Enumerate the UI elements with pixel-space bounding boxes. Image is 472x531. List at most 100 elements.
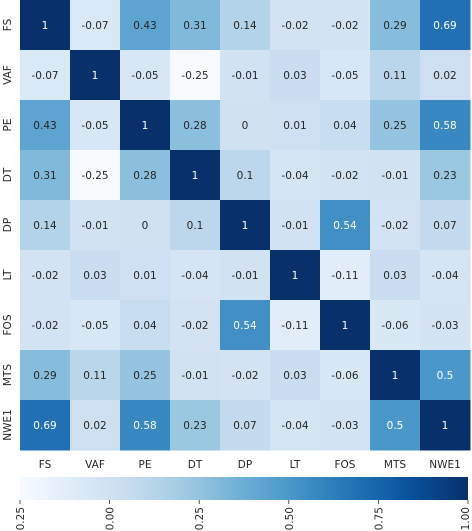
x-tick-label: NWE1	[429, 459, 461, 471]
cell-value-label: -0.02	[31, 270, 58, 282]
cell-value-label: 1	[142, 120, 149, 132]
heatmap-cell	[420, 200, 471, 251]
heatmap-cell	[270, 200, 321, 251]
heatmap-cell	[320, 250, 371, 301]
y-tick-label: DT	[2, 167, 14, 182]
cell-value-label: 0.23	[183, 420, 206, 432]
cell-value-label: -0.04	[181, 270, 208, 282]
y-tick-label: FOS	[2, 314, 14, 335]
heatmap-cell	[220, 200, 271, 251]
cell-value-label: 0.11	[83, 370, 106, 382]
cell-value-label: -0.01	[181, 370, 208, 382]
cell-value-label: -0.02	[231, 370, 258, 382]
heatmap-cell	[70, 100, 121, 151]
colorbar	[20, 477, 468, 500]
colorbar-tick-label: 0.00	[105, 507, 117, 530]
heatmap-cell	[270, 250, 321, 301]
x-tick-label: DT	[188, 459, 203, 471]
cell-value-label: 0.43	[33, 120, 56, 132]
cell-value-label: -0.11	[331, 270, 358, 282]
cell-value-label: -0.04	[431, 270, 458, 282]
x-tick-label: PE	[139, 459, 152, 471]
heatmap-cell	[20, 150, 71, 201]
heatmap-cell	[420, 100, 471, 151]
heatmap-cell	[420, 300, 471, 351]
heatmap-cell	[320, 100, 371, 151]
heatmap-cell	[370, 0, 421, 51]
heatmap-cell	[420, 250, 471, 301]
heatmap-cell	[170, 350, 221, 401]
cell-value-label: 0.03	[83, 270, 106, 282]
heatmap-cells: 1 -0.07 0.43 0.31 0.14 -0.02 -0.02 0.29 0.69 -0.0…	[20, 0, 471, 451]
heatmap-cell	[320, 0, 371, 51]
heatmap-cell	[120, 250, 171, 301]
heatmap-cell	[120, 400, 171, 451]
heatmap-cell	[170, 100, 221, 151]
heatmap-cell	[20, 250, 71, 301]
cell-value-label: 1	[42, 20, 49, 32]
y-tick-label: NWE1	[2, 409, 14, 441]
x-tick-label: FOS	[335, 459, 356, 471]
cell-value-label: -0.03	[331, 420, 358, 432]
heatmap-cell	[70, 50, 121, 101]
heatmap-cell	[20, 400, 71, 451]
heatmap-cell	[420, 50, 471, 101]
cell-value-label: 1	[192, 170, 199, 182]
heatmap-cell	[220, 250, 271, 301]
cell-value-label: -0.02	[331, 170, 358, 182]
cell-value-label: 1	[292, 270, 299, 282]
cell-value-label: 0.03	[383, 270, 406, 282]
cell-value-label: 1	[392, 370, 399, 382]
cell-value-label: 0.1	[187, 220, 204, 232]
colorbar-tick-label: 0.75	[373, 507, 385, 530]
heatmap-cell	[120, 300, 171, 351]
cell-value-label: 0.11	[383, 70, 406, 82]
heatmap-cell	[120, 350, 171, 401]
heatmap-cell	[120, 50, 171, 101]
y-tick-label: LT	[2, 269, 14, 280]
cell-value-label: 0.25	[133, 370, 156, 382]
cell-value-label: -0.25	[81, 170, 108, 182]
y-tick-label: MTS	[2, 364, 14, 386]
cell-value-label: 1	[242, 220, 249, 232]
cell-value-label: -0.01	[281, 220, 308, 232]
heatmap-cell	[20, 50, 71, 101]
heatmap-cell	[220, 150, 271, 201]
cell-value-label: 0.28	[183, 120, 206, 132]
heatmap-cell	[320, 200, 371, 251]
heatmap-cell	[20, 100, 71, 151]
cell-value-label: 0.04	[133, 320, 157, 332]
heatmap-cell	[420, 150, 471, 201]
heatmap-cell	[220, 300, 271, 351]
heatmap-cell	[320, 150, 371, 201]
cell-value-label: 0.01	[283, 120, 306, 132]
cell-value-label: 0.54	[333, 220, 357, 232]
heatmap-cell	[120, 200, 171, 251]
heatmap-cell	[70, 0, 121, 51]
y-tick-label: FS	[2, 18, 14, 31]
cell-value-label: 0.02	[433, 70, 456, 82]
heatmap-cell	[170, 200, 221, 251]
cell-value-label: -0.03	[431, 320, 458, 332]
y-tick-label: DP	[2, 218, 14, 232]
heatmap-cell	[170, 150, 221, 201]
heatmap-cell	[120, 0, 171, 51]
heatmap-cell	[20, 200, 71, 251]
heatmap-cell	[120, 150, 171, 201]
cell-value-label: 0.01	[133, 270, 156, 282]
heatmap-cell	[270, 0, 321, 51]
heatmap-cell	[320, 50, 371, 101]
heatmap-cell	[420, 0, 471, 51]
heatmap-cell	[170, 250, 221, 301]
cell-value-label: 0	[142, 220, 149, 232]
colorbar-tick-label: 0.50	[284, 507, 296, 530]
cell-value-label: 0.58	[433, 120, 456, 132]
colorbar-tick-label: 1.00	[460, 507, 472, 530]
heatmap-cell	[370, 50, 421, 101]
colorbar-tick-label: -0.25	[15, 507, 27, 531]
cell-value-label: -0.25	[181, 70, 208, 82]
cell-value-label: 0.23	[433, 170, 456, 182]
cell-value-label: 0.69	[433, 20, 456, 32]
cell-value-label: -0.06	[381, 320, 408, 332]
cell-value-label: -0.05	[331, 70, 358, 82]
